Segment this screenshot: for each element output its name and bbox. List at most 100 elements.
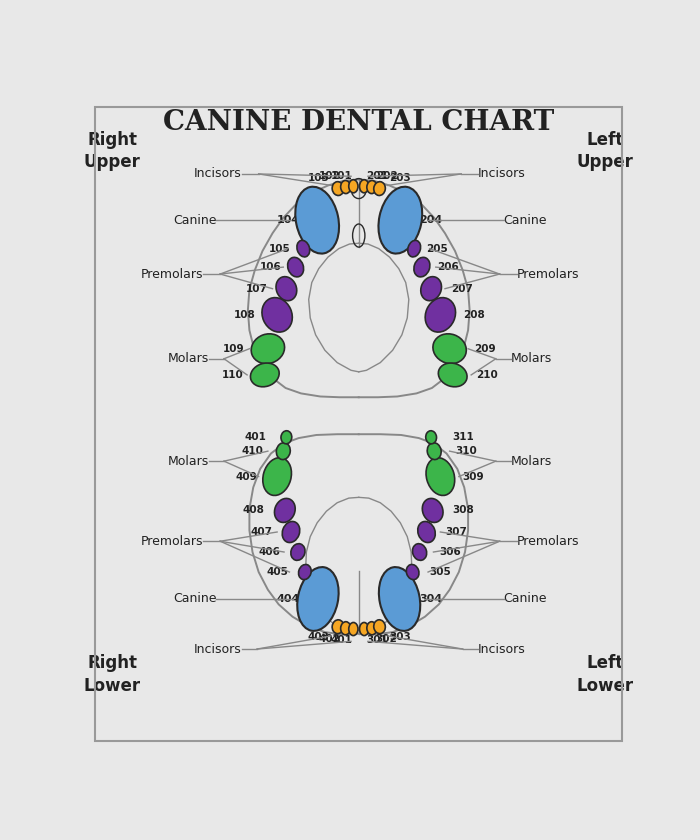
Text: 305: 305 (430, 567, 452, 577)
Text: Premolars: Premolars (517, 268, 579, 281)
Text: 206: 206 (438, 262, 459, 272)
Text: 408: 408 (243, 506, 265, 516)
Ellipse shape (412, 543, 427, 560)
Text: Canine: Canine (503, 592, 547, 606)
Text: 109: 109 (223, 344, 245, 354)
Text: 403: 403 (307, 633, 330, 643)
Ellipse shape (281, 431, 292, 444)
Text: Incisors: Incisors (478, 643, 526, 655)
Text: Right
Lower: Right Lower (84, 654, 141, 695)
Text: 309: 309 (462, 471, 484, 481)
Text: Molars: Molars (167, 352, 209, 365)
Text: 202: 202 (376, 171, 398, 181)
Text: 207: 207 (452, 284, 473, 294)
Ellipse shape (288, 257, 304, 277)
Text: Molars: Molars (167, 454, 209, 468)
Text: 409: 409 (235, 471, 257, 481)
Text: 209: 209 (475, 344, 496, 354)
Ellipse shape (425, 297, 456, 332)
Ellipse shape (418, 522, 435, 543)
Ellipse shape (438, 363, 467, 386)
Ellipse shape (262, 458, 291, 496)
Text: 302: 302 (376, 634, 398, 644)
Text: 107: 107 (246, 284, 268, 294)
Text: 210: 210 (476, 370, 498, 380)
Ellipse shape (421, 276, 442, 301)
Ellipse shape (422, 498, 443, 522)
Text: 406: 406 (258, 547, 280, 557)
Ellipse shape (374, 181, 385, 196)
Text: Canine: Canine (173, 213, 216, 227)
Text: Premolars: Premolars (517, 535, 579, 548)
Text: 208: 208 (463, 310, 485, 320)
Ellipse shape (332, 181, 344, 196)
Text: 405: 405 (266, 567, 288, 577)
Text: 401: 401 (244, 433, 266, 443)
Text: 106: 106 (260, 262, 281, 272)
Ellipse shape (298, 567, 339, 631)
Ellipse shape (414, 257, 430, 277)
Text: 108: 108 (234, 310, 256, 320)
Text: Canine: Canine (173, 592, 216, 606)
Text: 301: 301 (367, 635, 389, 645)
Text: Left
Lower: Left Lower (577, 654, 634, 695)
Ellipse shape (367, 181, 377, 193)
Ellipse shape (251, 333, 285, 364)
Text: Incisors: Incisors (478, 167, 526, 181)
Text: 306: 306 (439, 547, 461, 557)
Ellipse shape (297, 240, 309, 257)
Text: Incisors: Incisors (194, 167, 241, 181)
Ellipse shape (426, 431, 437, 444)
Ellipse shape (274, 498, 295, 522)
Ellipse shape (332, 620, 344, 633)
Ellipse shape (426, 458, 455, 496)
Text: Premolars: Premolars (141, 268, 203, 281)
Ellipse shape (367, 622, 377, 635)
Text: 402: 402 (318, 634, 340, 644)
Ellipse shape (360, 180, 369, 193)
Text: 102: 102 (318, 171, 340, 181)
Text: 310: 310 (456, 446, 477, 456)
Text: 104: 104 (276, 215, 300, 225)
Text: 205: 205 (426, 244, 448, 254)
Text: Left
Upper: Left Upper (577, 131, 634, 171)
Ellipse shape (374, 620, 385, 633)
Text: Molars: Molars (511, 454, 552, 468)
Text: Molars: Molars (511, 352, 552, 365)
Ellipse shape (349, 180, 358, 193)
Text: 304: 304 (419, 594, 442, 604)
Text: 407: 407 (251, 527, 272, 537)
Text: Canine: Canine (503, 213, 547, 227)
Text: Right
Upper: Right Upper (84, 131, 141, 171)
Ellipse shape (349, 622, 358, 636)
Ellipse shape (290, 543, 305, 560)
Text: 410: 410 (241, 446, 263, 456)
Text: 103: 103 (308, 173, 330, 183)
Ellipse shape (282, 522, 300, 543)
Text: CANINE DENTAL CHART: CANINE DENTAL CHART (163, 109, 554, 136)
Text: Incisors: Incisors (194, 643, 241, 655)
Text: 404: 404 (276, 594, 300, 604)
Text: 311: 311 (453, 433, 475, 443)
Ellipse shape (360, 622, 369, 636)
Text: 203: 203 (389, 173, 412, 183)
Ellipse shape (276, 276, 297, 301)
Ellipse shape (406, 564, 419, 580)
Text: 110: 110 (221, 370, 244, 380)
Ellipse shape (298, 564, 312, 580)
Ellipse shape (379, 567, 420, 631)
Text: Premolars: Premolars (141, 535, 203, 548)
Ellipse shape (408, 240, 421, 257)
Text: 101: 101 (331, 171, 353, 181)
Ellipse shape (262, 297, 293, 332)
Text: 401: 401 (330, 635, 353, 645)
Ellipse shape (276, 443, 290, 459)
Ellipse shape (379, 186, 422, 254)
Ellipse shape (251, 363, 279, 386)
Ellipse shape (433, 333, 466, 364)
Text: 204: 204 (419, 215, 443, 225)
Text: 307: 307 (446, 527, 468, 537)
Ellipse shape (427, 443, 441, 459)
Text: 105: 105 (270, 244, 291, 254)
Text: 201: 201 (367, 171, 389, 181)
